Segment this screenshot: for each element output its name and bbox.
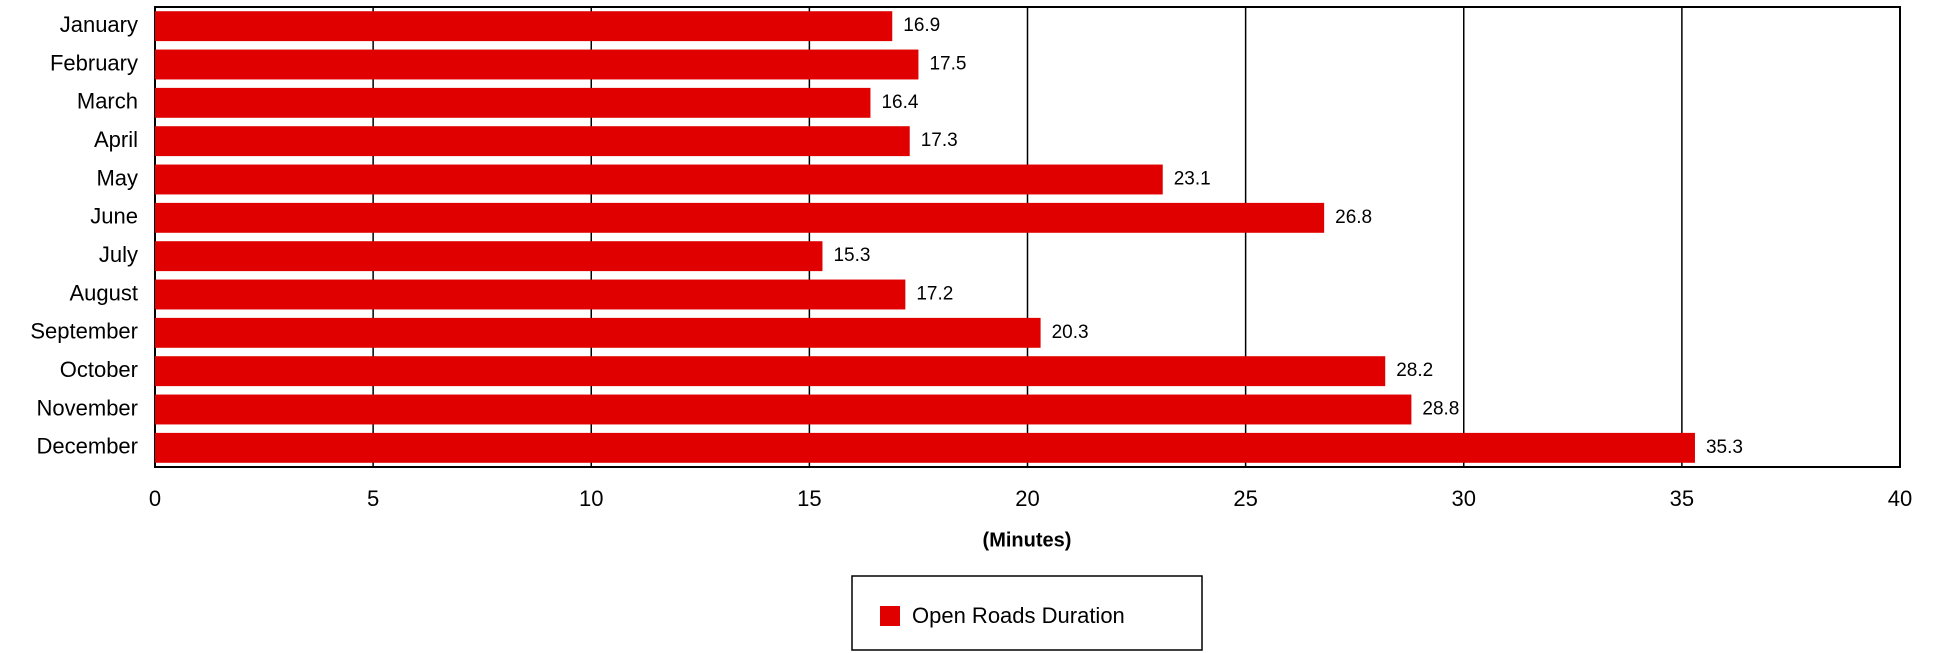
x-tick-label: 10 (579, 486, 603, 511)
bar (155, 164, 1163, 195)
bar (155, 394, 1412, 425)
y-tick-label: February (50, 50, 138, 75)
x-axis-label: (Minutes) (983, 529, 1072, 551)
legend-swatch (880, 606, 900, 626)
x-tick-label: 30 (1452, 486, 1476, 511)
y-tick-label: September (30, 319, 138, 344)
legend-box (851, 575, 1203, 651)
value-label: 16.9 (903, 15, 940, 36)
value-label: 15.3 (833, 245, 870, 266)
bar (155, 202, 1325, 233)
x-tick-label: 0 (149, 486, 161, 511)
x-tick-label: 15 (797, 486, 821, 511)
y-tick-label: August (70, 280, 139, 305)
y-tick-label: January (60, 12, 138, 37)
y-tick-label: May (96, 165, 138, 190)
bar (155, 87, 871, 118)
bar (155, 317, 1041, 348)
legend-label: Open Roads Duration (912, 603, 1125, 628)
value-label: 17.3 (921, 130, 958, 151)
y-tick-label: July (99, 242, 138, 267)
value-label: 20.3 (1052, 322, 1089, 343)
x-tick-label: 35 (1670, 486, 1694, 511)
value-label: 17.5 (929, 54, 966, 75)
bar (155, 11, 893, 42)
x-tick-label: 25 (1233, 486, 1257, 511)
y-tick-label: December (37, 434, 138, 459)
value-label: 16.4 (881, 92, 918, 113)
value-label: 26.8 (1335, 207, 1372, 228)
x-tick-label: 5 (367, 486, 379, 511)
y-tick-label: November (37, 395, 138, 420)
x-tick-label: 40 (1888, 486, 1912, 511)
value-label: 28.2 (1396, 360, 1433, 381)
x-tick-label: 20 (1015, 486, 1039, 511)
y-tick-label: March (77, 89, 138, 114)
bar (155, 49, 919, 80)
value-label: 23.1 (1174, 169, 1211, 190)
bar (155, 356, 1386, 387)
y-tick-label: October (60, 357, 138, 382)
y-tick-label: June (90, 204, 138, 229)
value-label: 17.2 (916, 284, 953, 305)
value-label: 28.8 (1422, 399, 1459, 420)
bar (155, 126, 910, 157)
value-label: 35.3 (1706, 437, 1743, 458)
bar (155, 241, 823, 272)
bar (155, 279, 906, 310)
y-tick-label: April (94, 127, 138, 152)
bar (155, 432, 1695, 463)
